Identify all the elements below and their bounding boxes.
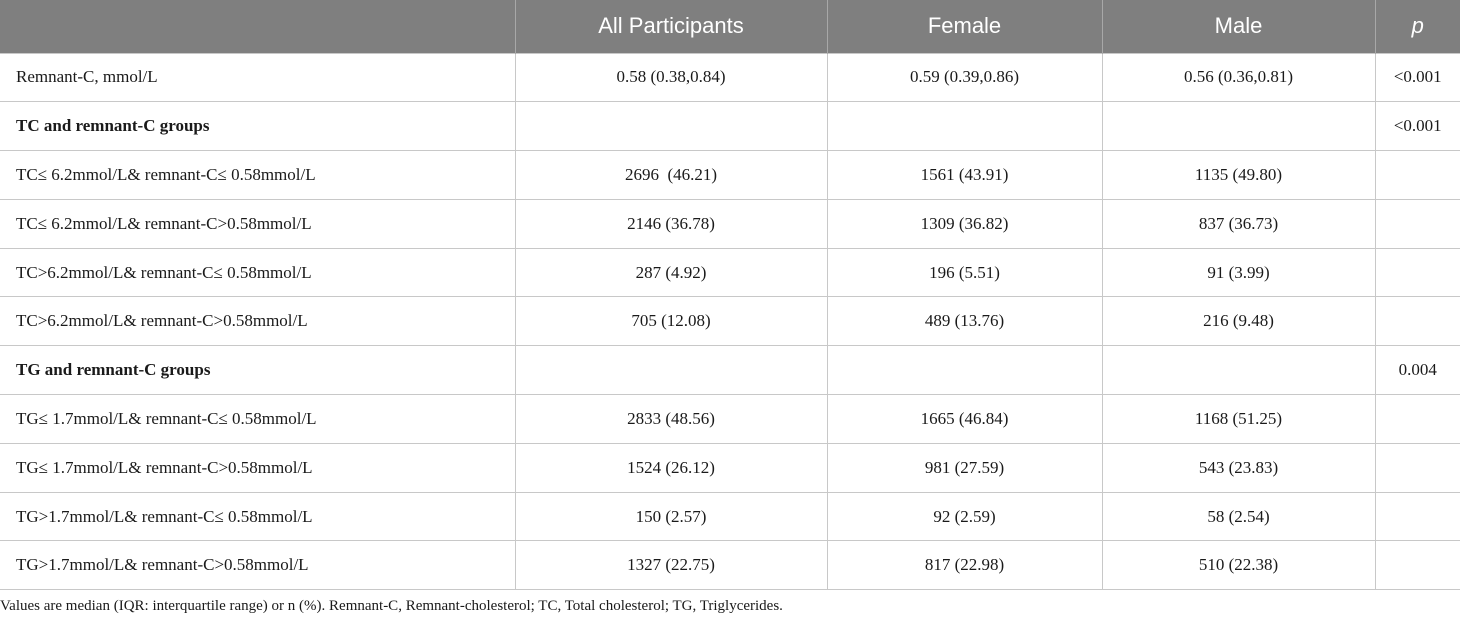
table-group-row: TG and remnant-C groups 0.004 — [0, 345, 1460, 395]
cell-all-participants — [514, 345, 827, 395]
cell-variable: TC>6.2mmol/L& remnant-C>0.58mmol/L — [0, 296, 515, 346]
table-group-row: TC and remnant-C groups <0.001 — [0, 101, 1460, 151]
cell-all-participants: 1327 (22.75) — [514, 540, 827, 591]
cell-all-participants: 705 (12.08) — [514, 296, 827, 346]
cell-variable: TC and remnant-C groups — [0, 101, 515, 151]
cell-all-participants: 287 (4.92) — [514, 247, 827, 297]
cell-female: 489 (13.76) — [826, 296, 1102, 346]
cell-all-participants: 1524 (26.12) — [514, 442, 827, 493]
table-body: Remnant-C, mmol/L 0.58 (0.38,0.84) 0.59 (0… — [0, 52, 1460, 591]
header-cell-p-value: p — [1374, 0, 1460, 53]
cell-p-value — [1374, 296, 1460, 346]
cell-variable: TG≤ 1.7mmol/L& remnant-C>0.58mmol/L — [0, 442, 515, 493]
cell-female — [826, 345, 1102, 395]
header-cell-female: Female — [826, 0, 1102, 53]
table-row: TG>1.7mmol/L& remnant-C>0.58mmol/L 1327 (… — [0, 540, 1460, 591]
cell-male: 1135 (49.80) — [1101, 150, 1375, 200]
cell-male: 837 (36.73) — [1101, 198, 1375, 249]
header-cell-all-participants: All Participants — [514, 0, 827, 53]
table-header-row: All Participants Female Male p — [0, 0, 1460, 53]
cell-male: 543 (23.83) — [1101, 442, 1375, 493]
cell-female: 1309 (36.82) — [826, 198, 1102, 249]
cell-male: 0.56 (0.36,0.81) — [1101, 52, 1375, 102]
cell-female: 817 (22.98) — [826, 540, 1102, 591]
cell-variable: TC≤ 6.2mmol/L& remnant-C>0.58mmol/L — [0, 198, 515, 249]
cell-female: 1561 (43.91) — [826, 150, 1102, 200]
cell-female: 0.59 (0.39,0.86) — [826, 52, 1102, 102]
cell-all-participants: 2833 (48.56) — [514, 394, 827, 444]
cell-male: 91 (3.99) — [1101, 247, 1375, 297]
cell-variable: TC>6.2mmol/L& remnant-C≤ 0.58mmol/L — [0, 247, 515, 297]
cell-variable: TG>1.7mmol/L& remnant-C>0.58mmol/L — [0, 540, 515, 591]
cell-female: 92 (2.59) — [826, 491, 1102, 541]
table-row: TG≤ 1.7mmol/L& remnant-C>0.58mmol/L 1524 … — [0, 442, 1460, 493]
data-table: All Participants Female Male p Remnant-C… — [0, 0, 1460, 591]
cell-all-participants: 2696 (46.21) — [514, 150, 827, 200]
header-cell-male: Male — [1101, 0, 1375, 53]
cell-female — [826, 101, 1102, 151]
cell-female: 1665 (46.84) — [826, 394, 1102, 444]
cell-p-value — [1374, 491, 1460, 541]
cell-variable: TC≤ 6.2mmol/L& remnant-C≤ 0.58mmol/L — [0, 150, 515, 200]
table-row: TC>6.2mmol/L& remnant-C>0.58mmol/L 705 (1… — [0, 296, 1460, 346]
table-footnote: Values are median (IQR: interquartile ra… — [0, 598, 783, 614]
cell-p-value: <0.001 — [1374, 52, 1460, 102]
cell-female: 981 (27.59) — [826, 442, 1102, 493]
cell-male: 216 (9.48) — [1101, 296, 1375, 346]
table-row: TC≤ 6.2mmol/L& remnant-C>0.58mmol/L 2146 … — [0, 198, 1460, 249]
cell-p-value — [1374, 442, 1460, 493]
cell-p-value — [1374, 247, 1460, 297]
cell-p-value — [1374, 540, 1460, 591]
data-table-container: All Participants Female Male p Remnant-C… — [0, 0, 1460, 591]
cell-female: 196 (5.51) — [826, 247, 1102, 297]
cell-p-value — [1374, 394, 1460, 444]
cell-male: 1168 (51.25) — [1101, 394, 1375, 444]
cell-male: 58 (2.54) — [1101, 491, 1375, 541]
cell-variable: Remnant-C, mmol/L — [0, 52, 515, 102]
cell-variable: TG>1.7mmol/L& remnant-C≤ 0.58mmol/L — [0, 491, 515, 541]
table-row: TG>1.7mmol/L& remnant-C≤ 0.58mmol/L 150 (… — [0, 491, 1460, 541]
cell-all-participants: 0.58 (0.38,0.84) — [514, 52, 827, 102]
cell-all-participants: 150 (2.57) — [514, 491, 827, 541]
cell-variable: TG and remnant-C groups — [0, 345, 515, 395]
table-row: Remnant-C, mmol/L 0.58 (0.38,0.84) 0.59 (0… — [0, 52, 1460, 102]
cell-variable: TG≤ 1.7mmol/L& remnant-C≤ 0.58mmol/L — [0, 394, 515, 444]
cell-male — [1101, 101, 1375, 151]
cell-all-participants — [514, 101, 827, 151]
table-row: TG≤ 1.7mmol/L& remnant-C≤ 0.58mmol/L 2833… — [0, 394, 1460, 444]
cell-p-value: <0.001 — [1374, 101, 1460, 151]
cell-all-participants: 2146 (36.78) — [514, 198, 827, 249]
cell-p-value — [1374, 150, 1460, 200]
cell-male: 510 (22.38) — [1101, 540, 1375, 591]
table-row: TC≤ 6.2mmol/L& remnant-C≤ 0.58mmol/L 2696… — [0, 150, 1460, 200]
cell-male — [1101, 345, 1375, 395]
header-cell-variable — [0, 0, 515, 53]
cell-p-value: 0.004 — [1374, 345, 1460, 395]
table-row: TC>6.2mmol/L& remnant-C≤ 0.58mmol/L 287 (… — [0, 247, 1460, 297]
cell-p-value — [1374, 198, 1460, 249]
